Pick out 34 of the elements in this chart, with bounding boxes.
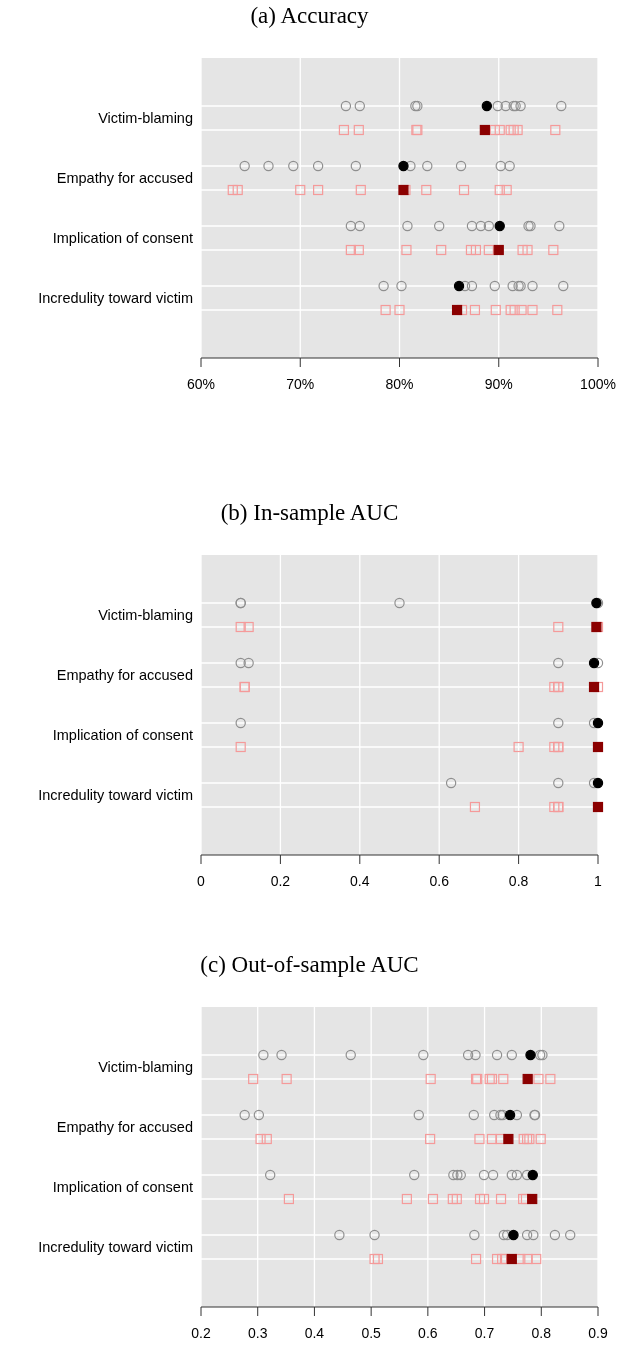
y-tick-label: Implication of consent: [52, 727, 193, 744]
y-tick-label: Implication of consent: [52, 230, 193, 247]
x-tick-label: 0.8: [531, 1324, 552, 1341]
y-tick-label: Incredulity toward victim: [38, 290, 193, 307]
x-tick-label: 0.2: [191, 1324, 211, 1341]
x-tick-label: 0.7: [474, 1324, 495, 1341]
y-tick-label: Victim-blaming: [98, 110, 193, 127]
y-tick-label: Incredulity toward victim: [38, 787, 193, 804]
x-tick-label: 60%: [186, 375, 216, 392]
x-tick-label: 1: [594, 872, 603, 889]
y-tick-label: Empathy for accused: [56, 667, 193, 684]
x-tick-label: 0.8: [508, 872, 529, 889]
x-tick-label: 0.4: [350, 872, 370, 889]
y-tick-label: Empathy for accused: [56, 170, 193, 187]
y-tick-label: Victim-blaming: [98, 1059, 193, 1076]
x-tick-label: 80%: [385, 375, 414, 392]
x-tick-label: 70%: [286, 375, 315, 392]
chart-title: (c) Out-of-sample AUC: [199, 951, 420, 979]
y-tick-label: Implication of consent: [52, 1179, 193, 1196]
x-tick-label: 0.6: [429, 872, 450, 889]
x-tick-label: 0.5: [361, 1324, 382, 1341]
x-tick-label: 90%: [484, 375, 513, 392]
x-tick-label: 0.6: [418, 1324, 438, 1341]
x-tick-label: 0.4: [304, 1324, 325, 1341]
chart-title: (a) Accuracy: [249, 2, 370, 30]
x-tick-label: 0.9: [588, 1324, 608, 1341]
x-tick-label: 0: [197, 872, 206, 889]
x-tick-label: 0.3: [247, 1324, 268, 1341]
y-tick-label: Victim-blaming: [98, 607, 193, 624]
x-tick-label: 0.2: [270, 872, 291, 889]
y-tick-label: Incredulity toward victim: [38, 1239, 193, 1256]
chart-title: (b) In-sample AUC: [219, 499, 400, 527]
x-tick-label: 100%: [580, 375, 616, 392]
y-tick-label: Empathy for accused: [56, 1119, 193, 1136]
